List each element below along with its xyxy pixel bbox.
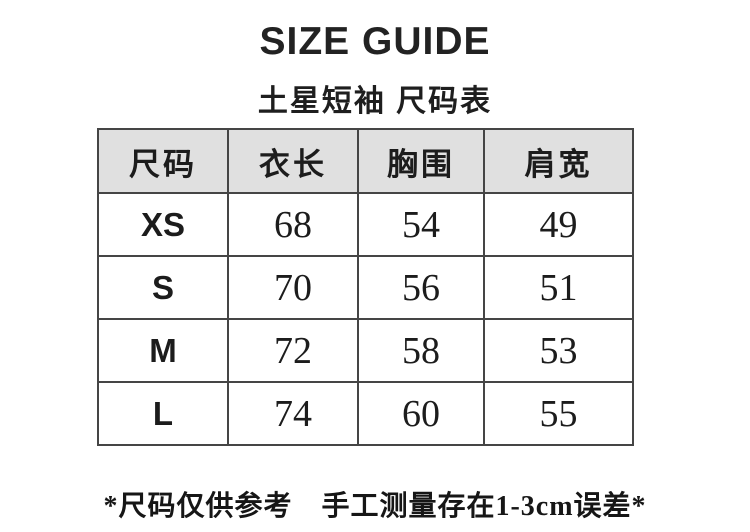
measurement-disclaimer: *尺码仅供参考 手工测量存在1-3cm误差* [103,491,647,522]
shoulder-value: 55 [483,381,634,446]
table-row: M 72 58 53 [97,318,634,383]
size-label: M [97,318,229,383]
chest-value: 58 [357,318,485,383]
shoulder-value: 53 [483,318,634,383]
shoulder-value: 49 [483,192,634,257]
page-subtitle: 土星短袖 尺码表 [257,85,493,118]
column-header-chest: 胸围 [357,128,485,194]
size-label: XS [97,192,229,257]
column-header-size: 尺码 [97,128,229,194]
shoulder-value: 51 [483,255,634,320]
chest-value: 54 [357,192,485,257]
table-row: L 74 60 55 [97,381,634,446]
size-label: S [97,255,229,320]
table-row: XS 68 54 49 [97,192,634,257]
length-value: 74 [227,381,359,446]
size-guide-table: 尺码 衣长 胸围 肩宽 XS 68 54 49 S 70 56 51 M 72 … [97,128,634,446]
length-value: 72 [227,318,359,383]
column-header-shoulder: 肩宽 [483,128,634,194]
chest-value: 56 [357,255,485,320]
size-label: L [97,381,229,446]
table-header-row: 尺码 衣长 胸围 肩宽 [97,128,634,194]
table-row: S 70 56 51 [97,255,634,320]
column-header-length: 衣长 [227,128,359,194]
length-value: 70 [227,255,359,320]
page-title: SIZE GUIDE [259,20,491,63]
length-value: 68 [227,192,359,257]
chest-value: 60 [357,381,485,446]
